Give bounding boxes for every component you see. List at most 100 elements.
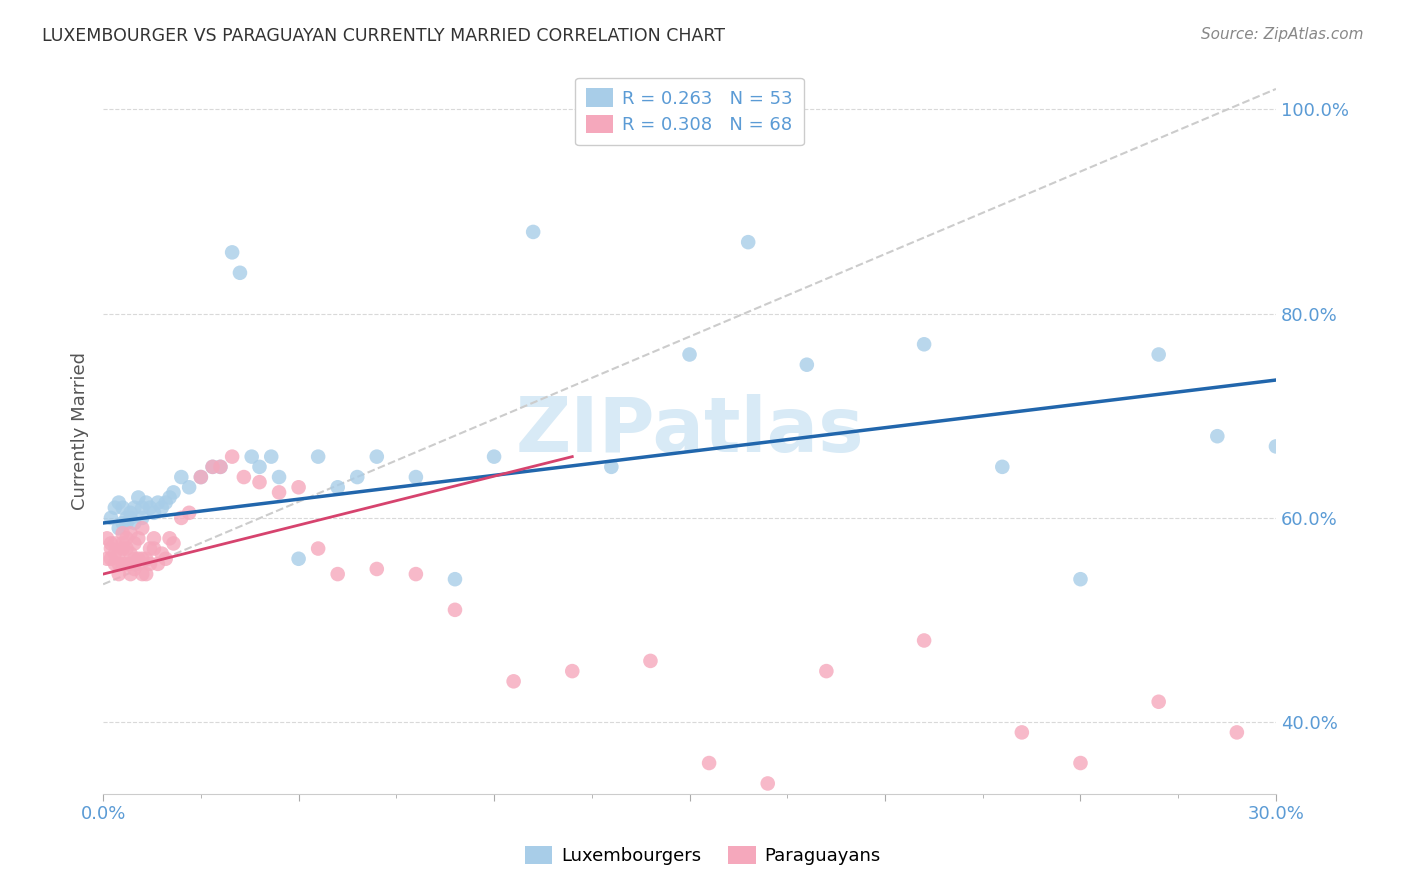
Point [139,557,162,571]
Point [142,532,165,546]
Point [170,470,193,484]
Point [326,480,349,494]
Point [100,541,122,556]
Point [1147,347,1170,361]
Point [146,557,169,571]
Point [1226,725,1249,739]
Point [107,495,129,509]
Point [115,511,138,525]
Point [1069,572,1091,586]
Point [162,485,184,500]
Point [190,470,212,484]
Point [209,459,232,474]
Point [155,495,177,509]
Point [179,480,201,494]
Point [127,557,149,571]
Point [131,511,153,525]
Point [127,491,149,505]
Point [131,500,153,515]
Point [100,536,122,550]
Point [139,541,162,556]
Point [221,450,243,464]
Point [1265,439,1288,453]
Point [159,532,181,546]
Legend: R = 0.263   N = 53, R = 0.308   N = 68: R = 0.263 N = 53, R = 0.308 N = 68 [575,78,804,145]
Point [120,547,142,561]
Point [221,245,243,260]
Point [124,551,146,566]
Point [697,756,720,770]
Point [249,475,271,490]
Point [107,567,129,582]
Point [107,521,129,535]
Point [96,551,118,566]
Point [796,358,818,372]
Point [139,500,162,515]
Point [444,603,467,617]
Text: LUXEMBOURGER VS PARAGUAYAN CURRENTLY MARRIED CORRELATION CHART: LUXEMBOURGER VS PARAGUAYAN CURRENTLY MAR… [42,27,725,45]
Point [115,516,138,530]
Point [240,450,263,464]
Point [1069,756,1091,770]
Point [209,459,232,474]
Point [111,536,134,550]
Point [159,491,181,505]
Point [124,500,146,515]
Point [124,536,146,550]
Point [142,506,165,520]
Point [131,567,153,582]
Text: ZIPatlas: ZIPatlas [515,394,863,468]
Point [600,459,623,474]
Point [170,511,193,525]
Point [104,500,127,515]
Point [150,547,173,561]
Point [366,450,388,464]
Point [287,480,309,494]
Point [307,541,329,556]
Point [120,567,142,582]
Point [678,347,700,361]
Point [179,506,201,520]
Point [131,551,153,566]
Point [111,500,134,515]
Point [307,450,329,464]
Point [111,557,134,571]
Point [260,450,283,464]
Point [1011,725,1033,739]
Point [346,470,368,484]
Point [287,551,309,566]
Point [104,536,127,550]
Point [267,485,290,500]
Point [115,557,138,571]
Y-axis label: Currently Married: Currently Married [72,352,89,510]
Point [124,516,146,530]
Point [146,495,169,509]
Point [162,536,184,550]
Point [444,572,467,586]
Text: Source: ZipAtlas.com: Source: ZipAtlas.com [1201,27,1364,42]
Point [100,551,122,566]
Point [201,459,224,474]
Point [104,557,127,571]
Point [135,495,157,509]
Point [142,541,165,556]
Point [127,551,149,566]
Point [111,526,134,541]
Point [482,450,505,464]
Point [115,532,138,546]
Point [737,235,759,249]
Point [127,532,149,546]
Point [115,541,138,556]
Point [135,551,157,566]
Point [912,633,935,648]
Point [107,557,129,571]
Point [201,459,224,474]
Point [111,516,134,530]
Point [107,547,129,561]
Point [155,551,177,566]
Point [912,337,935,351]
Point [150,500,173,515]
Point [756,776,779,790]
Point [104,547,127,561]
Point [815,664,838,678]
